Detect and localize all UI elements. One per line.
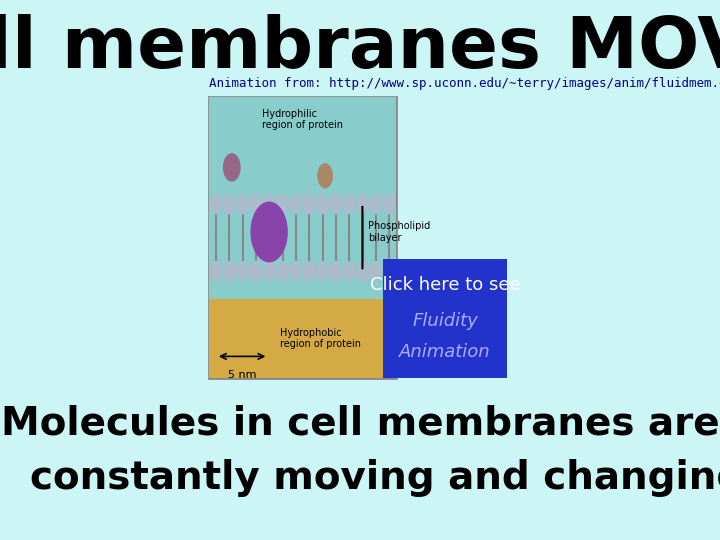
Text: Hydrophilic
region of protein: Hydrophilic region of protein xyxy=(261,109,343,131)
Circle shape xyxy=(304,261,315,281)
Bar xyxy=(210,299,396,378)
Circle shape xyxy=(370,194,382,214)
Text: constantly moving and changing: constantly moving and changing xyxy=(0,459,720,497)
Text: Cell membranes MOVE!: Cell membranes MOVE! xyxy=(0,14,720,83)
Circle shape xyxy=(276,194,289,214)
Circle shape xyxy=(276,261,289,281)
Text: Phospholipid
bilayer: Phospholipid bilayer xyxy=(368,221,431,243)
Text: Hydrophobic
region of protein: Hydrophobic region of protein xyxy=(280,328,361,349)
Circle shape xyxy=(210,261,222,281)
Circle shape xyxy=(330,194,342,214)
Text: Fluidity: Fluidity xyxy=(413,312,478,330)
Circle shape xyxy=(237,194,248,214)
Circle shape xyxy=(330,261,342,281)
Text: 5 nm: 5 nm xyxy=(228,370,256,380)
Circle shape xyxy=(304,194,315,214)
Circle shape xyxy=(251,202,287,262)
Text: Animation: Animation xyxy=(400,343,491,361)
Circle shape xyxy=(264,194,275,214)
Circle shape xyxy=(237,261,248,281)
Circle shape xyxy=(210,194,222,214)
Circle shape xyxy=(250,194,262,214)
Circle shape xyxy=(317,261,328,281)
Circle shape xyxy=(223,261,235,281)
Circle shape xyxy=(318,164,333,188)
Circle shape xyxy=(370,261,382,281)
Circle shape xyxy=(384,261,395,281)
Circle shape xyxy=(357,194,369,214)
Circle shape xyxy=(343,194,355,214)
Text: Animation from: http://www.sp.uconn.edu/~terry/images/anim/fluidmem.gif: Animation from: http://www.sp.uconn.edu/… xyxy=(210,77,720,90)
Circle shape xyxy=(223,194,235,214)
Text: Molecules in cell membranes are: Molecules in cell membranes are xyxy=(1,405,719,443)
Text: Click here to see: Click here to see xyxy=(370,276,521,294)
Circle shape xyxy=(264,261,275,281)
Circle shape xyxy=(343,261,355,281)
Circle shape xyxy=(384,194,395,214)
Circle shape xyxy=(290,261,302,281)
Circle shape xyxy=(357,261,369,281)
Bar xyxy=(210,97,396,378)
Bar xyxy=(383,259,508,378)
Circle shape xyxy=(290,194,302,214)
Bar xyxy=(210,97,396,299)
Circle shape xyxy=(317,194,328,214)
Circle shape xyxy=(224,154,240,181)
Circle shape xyxy=(250,261,262,281)
